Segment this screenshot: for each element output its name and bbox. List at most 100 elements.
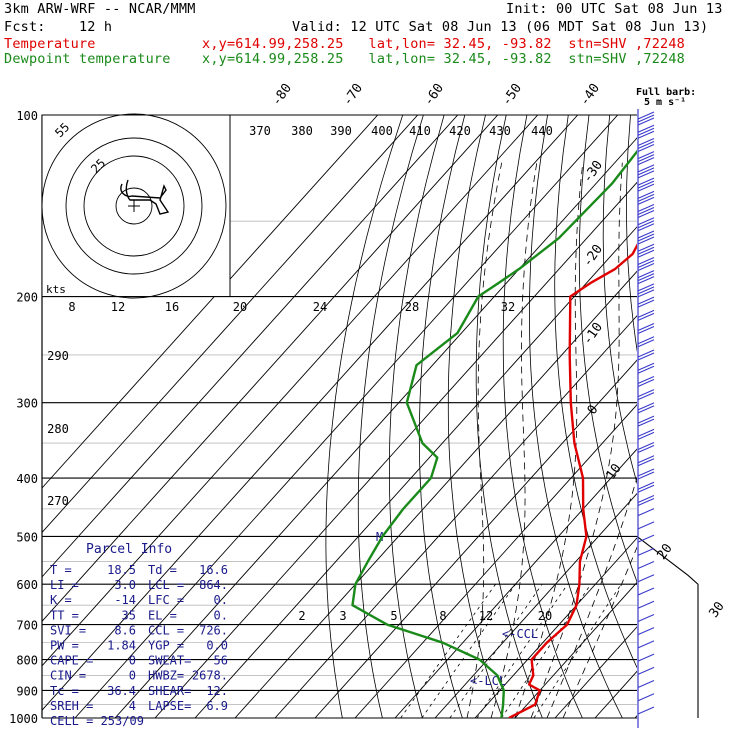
wind-barb — [637, 362, 655, 371]
parcel-info-value: 8.6 — [114, 623, 136, 637]
mixing-ratio-label: 5 — [390, 609, 397, 623]
wind-barb — [637, 481, 655, 490]
theta-tick-label: 370 — [249, 124, 271, 138]
pressure-tick-label: 200 — [16, 291, 38, 305]
speed-scale-label: 8 — [68, 300, 75, 314]
wind-barb — [637, 336, 655, 345]
wind-barb — [637, 508, 655, 517]
wind-barb — [637, 137, 655, 146]
init-time: Init: 00 UTC Sat 08 Jun 13 — [506, 1, 723, 17]
wind-barb — [637, 392, 655, 401]
isotherm-tick-label: 10 — [603, 461, 624, 482]
hodograph-ring — [83, 155, 185, 257]
wind-barb — [637, 706, 655, 715]
wind-barb — [637, 190, 655, 199]
wind-barb — [637, 283, 655, 292]
isotherm-tick-label: -40 — [577, 81, 603, 109]
temperature-location: x,y=614.99,258.25 lat,lon= 32.45, -93.82… — [202, 36, 686, 52]
parcel-info-value: 726. — [199, 623, 228, 637]
wind-barb — [637, 217, 655, 226]
parcel-info-key: Tc = — [50, 684, 79, 698]
hodograph-ring — [115, 187, 153, 225]
wind-barb — [637, 233, 655, 242]
mixing-ratio-label: 20 — [538, 609, 552, 623]
wind-barb — [637, 114, 655, 123]
wind-barb — [637, 680, 655, 689]
wind-barb — [637, 243, 655, 252]
wind-barb — [637, 378, 655, 387]
wind-barb — [637, 236, 655, 245]
dry-adiabat-line — [475, 115, 543, 718]
parcel-info-value: 0. — [214, 608, 228, 622]
wind-barb — [637, 157, 655, 166]
dewpoint-location: x,y=614.99,258.25 lat,lon= 32.45, -93.82… — [202, 51, 686, 67]
wind-barb — [637, 484, 655, 493]
wind-barb — [637, 210, 655, 219]
mixing-ratio-label: 3 — [339, 609, 346, 623]
parcel-info-value: 18.5 — [107, 563, 136, 577]
parcel-info-key: TT = — [50, 608, 79, 622]
parcel-info-key: YGP = — [148, 639, 184, 653]
isotherm-line — [154, 181, 637, 718]
pressure-tick-label: 700 — [16, 619, 38, 633]
theta-e-tick-label: 270 — [47, 494, 69, 508]
wind-barb — [637, 127, 655, 136]
parcel-info-key: SVI = — [50, 623, 86, 637]
isotherm-line — [42, 115, 499, 623]
moist-adiabat-line — [514, 162, 584, 718]
wind-barb — [637, 249, 655, 258]
pressure-tick-label: 900 — [16, 684, 38, 698]
moist-adiabat-line — [546, 476, 637, 718]
speed-scale-label: 28 — [405, 300, 419, 314]
dry-adiabat-line — [625, 115, 637, 353]
wind-barb — [637, 445, 655, 454]
mixing-ratio-label: 2 — [298, 609, 305, 623]
wind-barb — [637, 204, 655, 213]
dewpoint-profile-line — [351, 149, 637, 718]
temperature-legend-label: Temperature — [4, 36, 96, 52]
theta-e-tick-label: 280 — [47, 422, 69, 436]
wind-barb — [637, 666, 655, 675]
wind-barb — [637, 365, 655, 374]
isotherm-tick-label: 20 — [654, 541, 675, 562]
wind-barb — [637, 494, 655, 503]
wind-barb — [637, 117, 655, 126]
wind-barb — [637, 613, 655, 622]
parcel-info-title: Parcel Info — [86, 542, 172, 557]
isotherm-tick-label: -60 — [421, 81, 447, 109]
wind-barb — [637, 299, 655, 308]
parcel-info-key: K = — [50, 593, 72, 607]
mixing-ratio-line — [476, 583, 569, 718]
isotherm-line — [194, 226, 637, 718]
wind-barb — [637, 167, 655, 176]
parcel-info-key: T = — [50, 563, 72, 577]
dry-adiabat-line — [602, 115, 637, 485]
parcel-info-key: SREH = — [50, 699, 93, 713]
isotherm-line — [74, 115, 619, 718]
wind-barb — [637, 653, 655, 662]
parcel-info-key: LCL = — [148, 578, 184, 592]
parcel-info-key: CIN = — [50, 669, 86, 683]
wind-barb — [637, 183, 655, 192]
isotherm-line — [234, 270, 637, 718]
hodograph-ring — [65, 137, 203, 275]
ccl-marker: <-CCL — [502, 627, 538, 641]
wind-barb — [637, 256, 655, 265]
theta-e-tick-label: 290 — [47, 349, 69, 363]
wind-barb — [637, 547, 655, 556]
theta-tick-label: 430 — [489, 124, 511, 138]
wind-barb — [637, 389, 655, 398]
wind-barb — [637, 600, 655, 609]
wind-barb — [637, 497, 655, 506]
wind-barb — [637, 442, 655, 451]
wind-barb — [637, 223, 655, 232]
wind-barb — [637, 521, 655, 530]
valid-time: Valid: 12 UTC Sat 08 Jun 13 (06 MDT Sat … — [292, 19, 709, 35]
wind-barb — [637, 428, 655, 437]
speed-scale-label: 24 — [313, 300, 327, 314]
parcel-info-value: 6.9 — [206, 699, 228, 713]
wind-barb — [637, 455, 655, 464]
model-title: 3km ARW-WRF -- NCAR/MMM — [4, 1, 196, 17]
wind-barb — [637, 468, 655, 477]
isotherm-tick-label: 30 — [706, 599, 727, 620]
